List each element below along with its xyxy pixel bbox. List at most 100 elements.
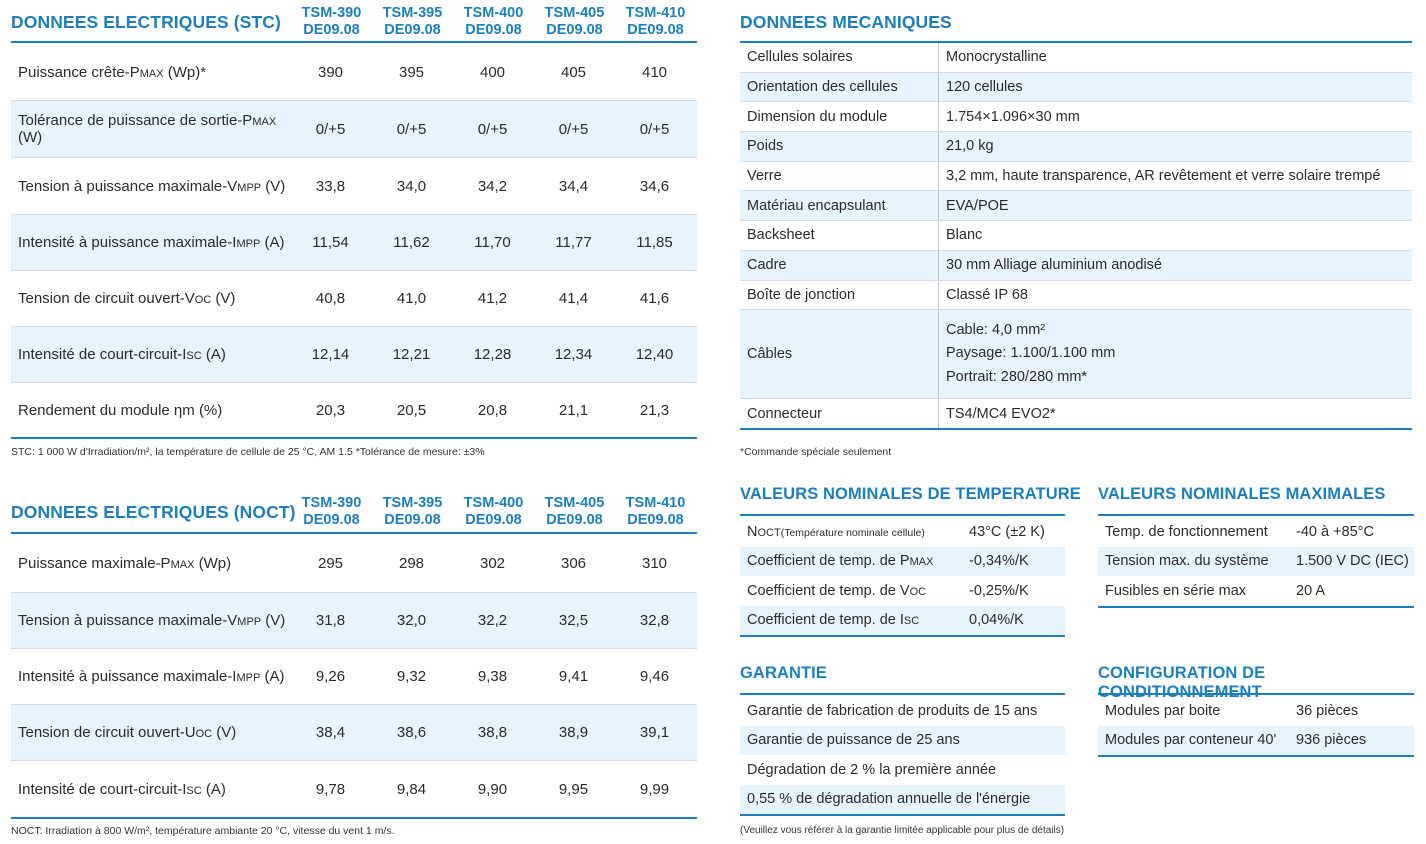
garantie-row: Garantie de fabrication de produits de 1… <box>740 696 1065 726</box>
mech-value: 21,0 kg <box>946 138 994 155</box>
max-divider <box>1098 514 1414 516</box>
max-value: 20 A <box>1296 582 1326 599</box>
mech-value: Monocrystalline <box>946 49 1047 66</box>
label-text: Coefficient de temp. de V <box>747 582 910 599</box>
table-cell: 298 <box>398 555 425 572</box>
mech-row: Poids 21,0 kg <box>740 132 1412 162</box>
temp-key: Coefficient de temp. de VOC <box>740 583 969 599</box>
mech-row: Verre 3,2 mm, haute transparence, AR revê… <box>740 161 1412 192</box>
garantie-table: Garantie de fabrication de produits de 1… <box>740 696 1065 816</box>
label-text: Tension à puissance maximale-V <box>18 612 238 629</box>
config-title: CONFIGURATION DE CONDITIONNEMENT <box>1098 664 1266 701</box>
mech-value: 3,2 mm, haute transparence, AR revêtemen… <box>946 168 1381 185</box>
table-cell: 33,8 <box>315 177 346 195</box>
mech-row: Matériau encapsulant EVA/POE <box>740 191 1412 222</box>
row-label: Tension à puissance maximale-VMPP (V) <box>11 178 290 195</box>
model-column-header: TSM-390 DE09.08 <box>301 5 362 38</box>
label-unit: (V) <box>211 290 236 307</box>
table-cell: 41,2 <box>477 290 508 307</box>
label-unit: (V) <box>261 177 286 195</box>
config-divider <box>1098 693 1414 695</box>
mech-value: 30 mm Alliage aluminium anodisé <box>946 257 1162 274</box>
model-column-header: TSM-395 DE09.08 <box>382 5 443 38</box>
temp-value: -0,34%/K <box>969 553 1029 570</box>
temp-value: 0,04%/K <box>969 612 1024 629</box>
garantie-title: GARANTIE <box>740 664 827 682</box>
label-subscript: MAX <box>252 116 277 128</box>
temp-title: VALEURS NOMINALES DE TEMPERATURE <box>740 485 1081 503</box>
row-label: Tension à puissance maximale-VMPP (V) <box>11 612 290 629</box>
label-text: Intensité à puissance maximale-I <box>18 668 237 685</box>
stc-title: DONNEES ELECTRIQUES (STC) <box>11 12 281 32</box>
table-cell: 20,5 <box>396 401 427 419</box>
model-column-header: TSM-410 DE09.08 <box>625 495 686 528</box>
mech-row: Boîte de jonction Classé IP 68 <box>740 280 1412 311</box>
stc-table: Puissance crête-PMAX (Wp)* 390 395 400 405 41… <box>11 44 697 439</box>
noct-model-header: TSM-390 DE09.08 TSM-395 DE09.08 TSM-400 DE0… <box>291 495 696 529</box>
table-cell: 41,6 <box>639 290 670 307</box>
table-cell: 302 <box>479 555 506 572</box>
garantie-row: Garantie de puissance de 25 ans <box>740 725 1065 755</box>
table-cell: 295 <box>317 555 344 572</box>
mech-key: Orientation des cellules <box>740 72 939 102</box>
table-cell: 31,8 <box>315 612 346 629</box>
label-text: Tolérance de puissance de sortie-P <box>18 112 253 129</box>
garantie-text: Garantie de puissance de 25 ans <box>747 732 960 749</box>
max-key: Tension max. du système <box>1105 553 1269 570</box>
label-subscript: SC <box>186 784 202 797</box>
model-column-header: TSM-390 DE09.08 <box>301 495 362 528</box>
table-cell: 0/+5 <box>558 120 589 138</box>
model-column-header: TSM-405 DE09.08 <box>544 5 605 38</box>
table-cell: 34,4 <box>558 177 589 195</box>
table-cell: 40,8 <box>315 290 346 307</box>
mech-key: Cadre <box>740 250 939 280</box>
table-cell: 20,3 <box>315 401 346 419</box>
max-value: -40 à +85°C <box>1296 523 1374 540</box>
label-unit: (Wp) <box>194 555 232 572</box>
table-cell: 400 <box>479 63 506 81</box>
mech-value-line: Cable: 4,0 mm² <box>946 321 1046 338</box>
table-row: Puissance maximale-PMAX (Wp) 295 298 302 306… <box>11 535 697 593</box>
table-row: Tension à puissance maximale-VMPP (V) 31,… <box>11 593 697 649</box>
table-cell: 41,0 <box>396 290 427 307</box>
row-label: Tolérance de puissance de sortie-PMAX (W… <box>11 112 290 146</box>
temp-row: Coefficient de temp. de VOC -0,25%/K <box>740 576 1065 606</box>
table-cell: 9,90 <box>477 780 508 798</box>
table-cell: 306 <box>560 555 587 572</box>
table-cell: 0/+5 <box>639 120 670 138</box>
noct-footnote: NOCT: Irradiation à 800 W/m², températur… <box>11 825 395 837</box>
config-key: Modules par conteneur 40' <box>1105 732 1277 749</box>
temp-divider <box>740 514 1065 516</box>
label-text: Puissance crête-P <box>18 63 140 81</box>
table-cell: 9,32 <box>396 668 427 685</box>
garantie-footnote: (Veuillez vous référer à la garantie lim… <box>740 825 1065 836</box>
label-unit: (V) <box>261 612 286 629</box>
config-table: Modules par boite 36 pièces Modules par co… <box>1098 696 1414 757</box>
mech-key: Backsheet <box>740 221 939 250</box>
label-text: Intensité de court-circuit-I <box>18 346 187 363</box>
config-row: Modules par conteneur 40' 936 pièces <box>1098 725 1414 757</box>
mech-key: Câbles <box>740 310 939 399</box>
label-text: Coefficient de temp. de P <box>747 553 910 570</box>
temp-key: Coefficient de temp. de ISC <box>740 612 969 628</box>
mech-value: Classé IP 68 <box>946 286 1028 303</box>
mech-row: Connecteur TS4/MC4 EVO2* <box>740 399 1412 430</box>
model-column-header: TSM-395 DE09.08 <box>382 495 443 528</box>
model-column-header: TSM-410 DE09.08 <box>625 5 686 38</box>
model-column-header: TSM-400 DE09.08 <box>463 495 524 528</box>
mech-key: Connecteur <box>740 399 939 428</box>
garantie-text: Dégradation de 2 % la première année <box>747 761 997 778</box>
table-row: Intensité de court-circuit-ISC (A) 12,14 1… <box>11 327 697 383</box>
max-row: Tension max. du système 1.500 V DC (IEC) <box>1098 546 1414 576</box>
mech-value: Cable: 4,0 mm² Paysage: 1.100/1.100 mm Por… <box>939 310 1412 398</box>
table-cell: 38,4 <box>315 724 346 741</box>
label-subscript: MPP <box>236 238 261 250</box>
label-note: (Température nominale cellule) <box>780 526 925 539</box>
temp-value: 43°C (±2 K) <box>969 523 1045 540</box>
garantie-divider <box>740 693 1065 695</box>
table-cell: 34,0 <box>396 177 427 195</box>
table-cell: 32,2 <box>477 612 508 629</box>
mech-row: Câbles Cable: 4,0 mm² Paysage: 1.100/1.100… <box>740 310 1412 400</box>
mech-row: Backsheet Blanc <box>740 221 1412 251</box>
temp-key: Coefficient de temp. de PMAX <box>740 553 969 569</box>
